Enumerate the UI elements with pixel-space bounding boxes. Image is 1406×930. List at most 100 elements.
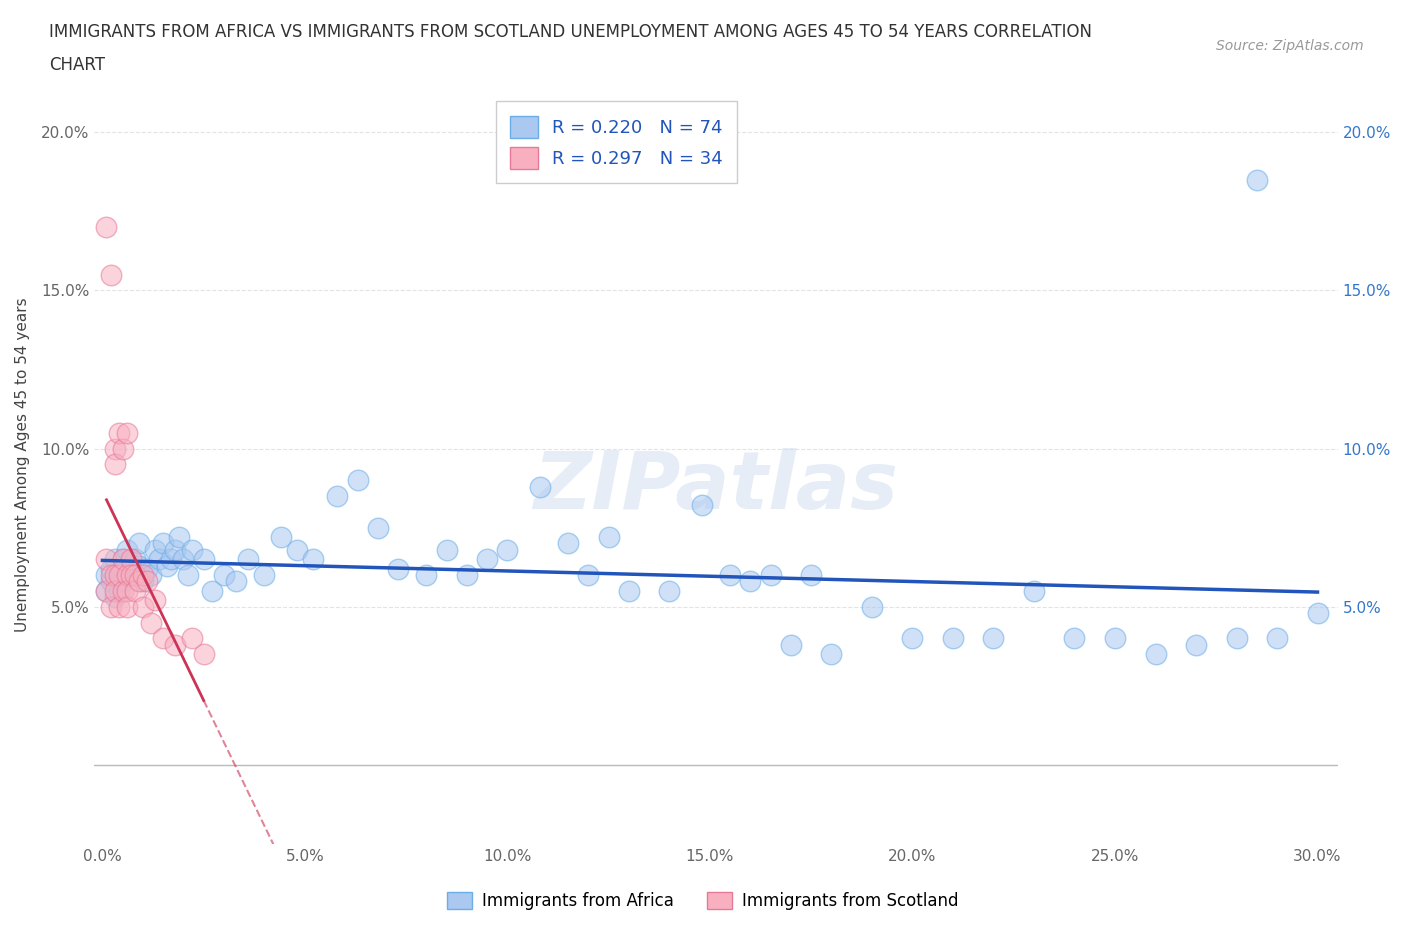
- Point: [860, 599, 883, 614]
- Point: [136, 562, 159, 577]
- Point: [212, 567, 235, 582]
- Point: [96, 551, 118, 566]
- Point: [132, 567, 155, 582]
- Point: [496, 542, 519, 557]
- Point: [740, 574, 762, 589]
- Point: [326, 488, 349, 503]
- Point: [115, 583, 138, 598]
- Point: [107, 567, 129, 582]
- Point: [107, 567, 129, 582]
- Point: [1144, 646, 1167, 661]
- Point: [120, 567, 142, 582]
- Point: [578, 567, 600, 582]
- Point: [1185, 637, 1208, 652]
- Point: [901, 631, 924, 645]
- Point: [1063, 631, 1085, 645]
- Point: [225, 574, 247, 589]
- Point: [111, 551, 134, 566]
- Point: [1104, 631, 1126, 645]
- Point: [800, 567, 823, 582]
- Point: [120, 562, 142, 577]
- Point: [104, 551, 127, 566]
- Point: [96, 567, 118, 582]
- Point: [128, 536, 150, 551]
- Point: [124, 567, 146, 582]
- Point: [1022, 583, 1045, 598]
- Point: [124, 567, 146, 582]
- Point: [180, 542, 202, 557]
- Point: [111, 441, 134, 456]
- Point: [124, 583, 146, 598]
- Point: [387, 562, 409, 577]
- Text: Source: ZipAtlas.com: Source: ZipAtlas.com: [1216, 39, 1364, 53]
- Point: [107, 583, 129, 598]
- Point: [201, 583, 224, 598]
- Point: [1246, 172, 1268, 187]
- Point: [148, 551, 170, 566]
- Point: [139, 567, 162, 582]
- Point: [115, 567, 138, 582]
- Point: [104, 457, 127, 472]
- Point: [302, 551, 325, 566]
- Point: [156, 558, 179, 573]
- Point: [136, 574, 159, 589]
- Point: [598, 530, 620, 545]
- Text: ZIPatlas: ZIPatlas: [533, 448, 898, 526]
- Point: [96, 583, 118, 598]
- Point: [115, 425, 138, 440]
- Point: [415, 567, 437, 582]
- Point: [270, 530, 292, 545]
- Point: [152, 631, 174, 645]
- Point: [107, 599, 129, 614]
- Y-axis label: Unemployment Among Ages 45 to 54 years: Unemployment Among Ages 45 to 54 years: [15, 297, 30, 631]
- Point: [160, 551, 183, 566]
- Point: [124, 551, 146, 566]
- Point: [617, 583, 640, 598]
- Point: [169, 530, 191, 545]
- Point: [96, 583, 118, 598]
- Point: [1225, 631, 1247, 645]
- Point: [718, 567, 741, 582]
- Point: [100, 567, 122, 582]
- Point: [128, 574, 150, 589]
- Point: [100, 599, 122, 614]
- Point: [983, 631, 1005, 645]
- Point: [165, 637, 187, 652]
- Point: [100, 574, 122, 589]
- Point: [111, 574, 134, 589]
- Point: [690, 498, 713, 513]
- Point: [139, 615, 162, 630]
- Legend: R = 0.220   N = 74, R = 0.297   N = 34: R = 0.220 N = 74, R = 0.297 N = 34: [496, 101, 737, 183]
- Point: [104, 583, 127, 598]
- Point: [107, 425, 129, 440]
- Point: [152, 536, 174, 551]
- Point: [658, 583, 681, 598]
- Point: [111, 551, 134, 566]
- Point: [104, 567, 127, 582]
- Point: [120, 551, 142, 566]
- Point: [143, 593, 166, 608]
- Point: [172, 551, 194, 566]
- Point: [115, 567, 138, 582]
- Point: [104, 590, 127, 604]
- Point: [100, 562, 122, 577]
- Legend: Immigrants from Africa, Immigrants from Scotland: Immigrants from Africa, Immigrants from …: [440, 885, 966, 917]
- Point: [100, 267, 122, 282]
- Point: [115, 599, 138, 614]
- Point: [529, 479, 551, 494]
- Point: [193, 551, 215, 566]
- Point: [346, 472, 368, 487]
- Point: [942, 631, 965, 645]
- Point: [165, 542, 187, 557]
- Point: [238, 551, 260, 566]
- Point: [128, 558, 150, 573]
- Point: [820, 646, 842, 661]
- Point: [115, 542, 138, 557]
- Point: [759, 567, 782, 582]
- Point: [96, 219, 118, 234]
- Point: [132, 599, 155, 614]
- Point: [253, 567, 276, 582]
- Point: [111, 583, 134, 598]
- Point: [143, 542, 166, 557]
- Point: [557, 536, 579, 551]
